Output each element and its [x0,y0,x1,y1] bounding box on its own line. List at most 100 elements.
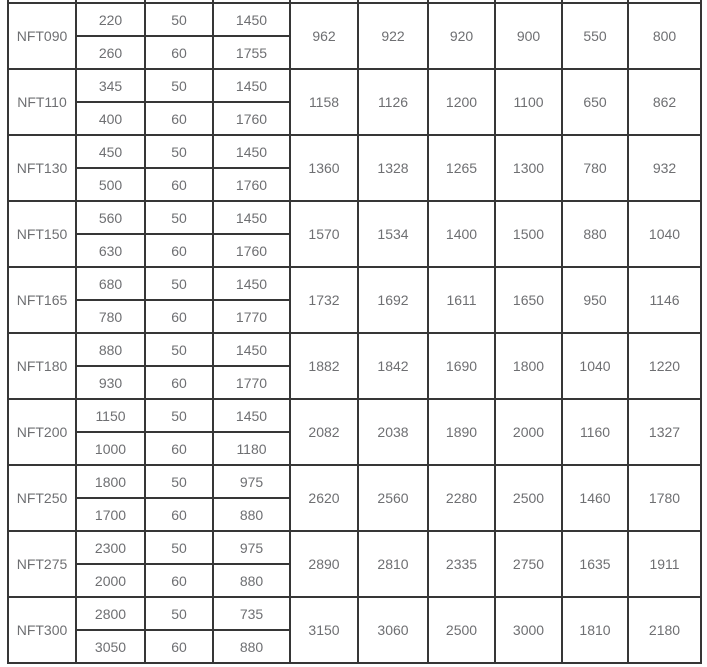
table-row: NFT090 220 50 1450 962 922 920 900 550 800 [7,2,702,70]
merged-value-cell: 2280 [427,464,496,532]
table-row: NFT250 1800 50 975 2620 2560 2280 2500 1460 1780 [7,464,702,532]
merged-value-cell: 1126 [357,68,429,136]
merged-value-cell: 2335 [427,530,496,598]
merged-value-cell: 780 [561,134,629,202]
merged-value-cell: 2500 [427,596,496,664]
merged-value-cell: 3150 [289,596,359,664]
merged-value-cell: 1611 [427,266,496,334]
merged-value-cell: 880 [561,200,629,268]
merged-value-cell: 1220 [627,332,702,400]
value-cell: 500 [75,167,146,202]
value-cell: 2300 [75,530,146,565]
spec-table: NFT090 220 50 1450 962 922 920 900 550 800 260 60 17… [7,0,702,664]
merged-value-cell: 962 [289,2,359,70]
value-cell: 50 [144,2,214,37]
merged-value-cell: 1800 [494,332,563,400]
value-cell: 60 [144,167,214,202]
merged-value-cell: 950 [561,266,629,334]
value-cell: 1450 [212,2,291,37]
merged-value-cell: 1810 [561,596,629,664]
merged-value-cell: 1200 [427,68,496,136]
merged-value-cell: 650 [561,68,629,136]
value-cell: 50 [144,68,214,103]
value-cell: 1450 [212,398,291,433]
value-cell: 780 [75,299,146,334]
model-cell [7,0,77,4]
value-cell: 50 [144,398,214,433]
spec-table-body: NFT090 220 50 1450 962 922 920 900 550 800 260 60 17… [7,0,702,664]
model-cell: NFT180 [7,332,77,400]
value-cell: 60 [144,629,214,664]
merged-value-cell: 2082 [289,398,359,466]
table-row: NFT130 450 50 1450 1360 1328 1265 1300 780 932 [7,134,702,202]
merged-value-cell: 2560 [357,464,429,532]
value-cell: 1000 [75,431,146,466]
value-cell: 1770 [212,299,291,334]
table-row: NFT110 345 50 1450 1158 1126 1200 1100 650 862 [7,68,702,136]
table-row: 3050 60 880 [8,629,701,664]
value-cell: 930 [75,365,146,400]
value-cell: 1150 [75,398,146,433]
value-cell [75,0,146,4]
merged-value-cell: 2810 [357,530,429,598]
table-row: 930 60 1770 [8,365,701,400]
merged-value-cell [627,0,702,4]
merged-value-cell: 1146 [627,266,702,334]
merged-value-cell: 3000 [494,596,563,664]
value-cell: 880 [75,332,146,367]
merged-value-cell: 1040 [627,200,702,268]
merged-value-cell: 1650 [494,266,563,334]
table-row: NFT150 560 50 1450 1570 1534 1400 1500 880 1040 [7,200,702,268]
merged-value-cell: 1780 [627,464,702,532]
value-cell: 880 [212,497,291,532]
merged-value-cell [357,0,429,4]
table-row: 1000 60 1180 [8,431,701,466]
value-cell: 560 [75,200,146,235]
model-cell: NFT110 [7,68,77,136]
value-cell: 345 [75,68,146,103]
merged-value-cell: 1400 [427,200,496,268]
merged-value-cell: 1882 [289,332,359,400]
value-cell: 975 [212,530,291,565]
merged-value-cell: 1040 [561,332,629,400]
value-cell: 60 [144,431,214,466]
merged-value-cell: 1265 [427,134,496,202]
table-row: NFT180 880 50 1450 1882 1842 1690 1800 1040 1220 [7,332,702,400]
merged-value-cell: 932 [627,134,702,202]
merged-value-cell: 1692 [357,266,429,334]
merged-value-cell: 1911 [627,530,702,598]
table-row: 500 60 1760 [8,167,701,202]
merged-value-cell: 2890 [289,530,359,598]
table-row: 2000 60 880 [8,563,701,598]
table-row: 260 60 1755 [8,35,701,70]
value-cell: 50 [144,134,214,169]
value-cell: 60 [144,299,214,334]
value-cell: 50 [144,464,214,499]
value-cell: 50 [144,266,214,301]
merged-value-cell: 2500 [494,464,563,532]
table-row: 400 60 1760 [8,101,701,136]
merged-value-cell: 1327 [627,398,702,466]
value-cell: 60 [144,233,214,268]
value-cell: 60 [144,365,214,400]
table-row: 780 60 1770 [8,299,701,334]
value-cell: 1700 [75,497,146,532]
table-row: NFT300 2800 50 735 3150 3060 2500 3000 1810 2180 [7,596,702,664]
value-cell: 1755 [212,35,291,70]
merged-value-cell: 1500 [494,200,563,268]
value-cell: 1800 [75,464,146,499]
merged-value-cell [289,0,359,4]
value-cell: 1760 [212,233,291,268]
value-cell: 630 [75,233,146,268]
merged-value-cell: 2038 [357,398,429,466]
value-cell: 1760 [212,167,291,202]
merged-value-cell: 1732 [289,266,359,334]
table-row: NFT200 1150 50 1450 2082 2038 1890 2000 1160 1327 [7,398,702,466]
value-cell [144,0,214,4]
value-cell: 1450 [212,266,291,301]
value-cell: 1180 [212,431,291,466]
merged-value-cell: 2000 [494,398,563,466]
model-cell: NFT275 [7,530,77,598]
merged-value-cell: 550 [561,2,629,70]
value-cell: 1760 [212,101,291,136]
